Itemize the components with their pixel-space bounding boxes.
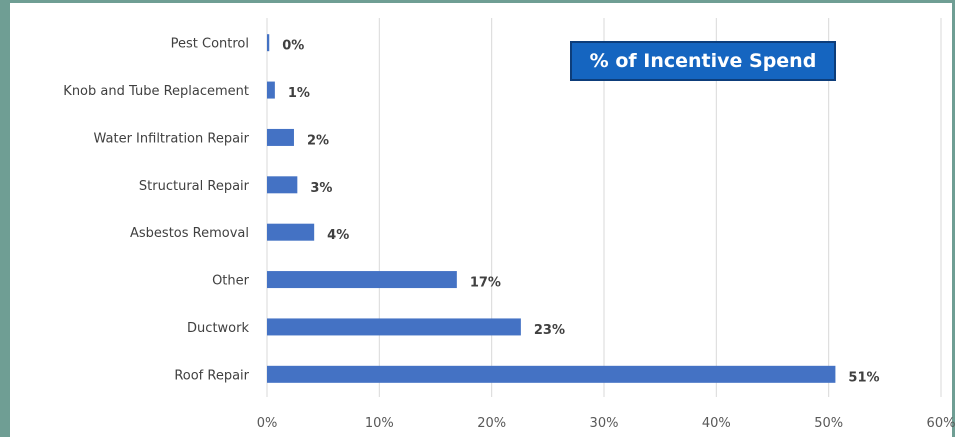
value-label: 51% (848, 370, 879, 385)
x-tick-label: 50% (814, 416, 843, 431)
value-label: 1% (288, 86, 310, 101)
x-tick-label: 10% (365, 416, 394, 431)
bar (267, 365, 836, 383)
gridlines (266, 18, 942, 397)
bar (267, 34, 270, 52)
value-label: 2% (307, 133, 329, 148)
value-label: 3% (310, 181, 332, 196)
bar (267, 176, 298, 194)
value-label: 23% (534, 323, 565, 338)
chart-title: % of Incentive Spend (570, 41, 836, 81)
bar (267, 318, 521, 336)
x-tick-label: 0% (257, 416, 278, 431)
frame-left-border (0, 0, 10, 437)
frame-right-border (952, 0, 955, 437)
bar (267, 223, 315, 241)
category-label: Roof Repair (174, 368, 249, 383)
frame-top-border (0, 0, 955, 3)
category-label: Structural Repair (139, 179, 250, 194)
category-label: Knob and Tube Replacement (63, 84, 249, 99)
bar (267, 128, 294, 146)
category-label: Water Infiltration Repair (94, 131, 250, 146)
x-tick-label: 30% (590, 416, 619, 431)
bar (267, 271, 457, 289)
bar (267, 81, 275, 99)
labels: 0% 10% 20% 30% 40% 50% 60% Pest Control 0% Knob a… (63, 37, 955, 431)
bars (267, 34, 836, 383)
x-tick-label: 60% (927, 416, 955, 431)
value-label: 4% (327, 228, 349, 243)
value-label: 17% (470, 276, 501, 291)
x-tick-label: 40% (702, 416, 731, 431)
category-label: Pest Control (171, 37, 249, 52)
category-label: Ductwork (187, 321, 249, 336)
category-label: Asbestos Removal (130, 226, 249, 241)
value-label: 0% (282, 39, 304, 54)
x-tick-label: 20% (477, 416, 506, 431)
category-label: Other (212, 274, 250, 289)
